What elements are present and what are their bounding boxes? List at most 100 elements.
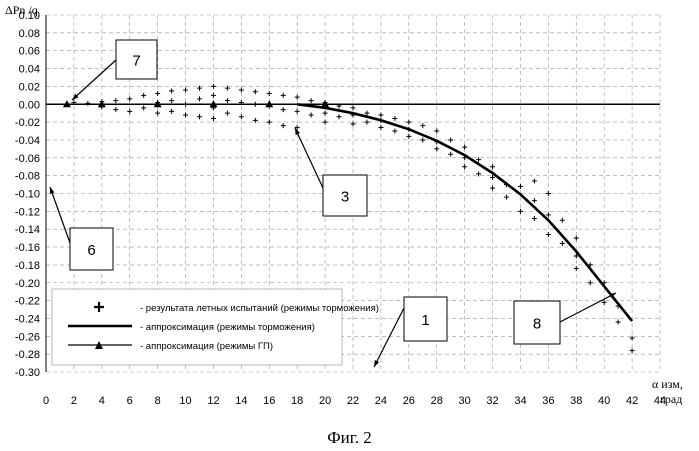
data-point — [420, 137, 425, 142]
data-point — [560, 218, 565, 223]
legend-label: - результата летных испытаний (режимы то… — [140, 303, 379, 314]
data-point — [574, 236, 579, 241]
x-tick-label: 32 — [486, 395, 498, 407]
data-point — [211, 84, 216, 89]
data-point — [448, 152, 453, 157]
x-tick-labels: 0246810121416182022242628303234363840424… — [43, 395, 666, 407]
y-axis-title: ΔPn /q — [5, 3, 38, 17]
y-tick-label: -0.26 — [15, 331, 40, 343]
data-point — [169, 109, 174, 114]
data-point — [169, 88, 174, 93]
data-point — [406, 134, 411, 139]
data-point — [127, 96, 132, 101]
data-point — [574, 266, 579, 271]
data-point — [337, 114, 342, 119]
data-point — [406, 120, 411, 125]
callout-leader — [560, 293, 616, 322]
callout-label: 3 — [341, 189, 349, 206]
x-tick-label: 38 — [570, 395, 582, 407]
y-tick-label: -0.10 — [15, 189, 40, 201]
data-point — [616, 320, 621, 325]
data-point — [518, 209, 523, 214]
y-tick-label: -0.14 — [15, 224, 40, 236]
y-tick-label: 0.06 — [19, 46, 40, 58]
data-point — [239, 87, 244, 92]
data-point — [323, 111, 328, 116]
callout-arrowhead — [50, 187, 55, 194]
data-point — [546, 191, 551, 196]
data-point — [532, 216, 537, 221]
data-point — [281, 107, 286, 112]
data-point — [155, 111, 160, 116]
y-tick-label: -0.02 — [15, 117, 40, 129]
x-tick-label: 6 — [127, 395, 133, 407]
x-tick-label: 30 — [459, 395, 471, 407]
y-tick-label: 0.08 — [19, 28, 40, 40]
x-tick-label: 26 — [403, 395, 415, 407]
data-point — [462, 164, 467, 169]
callout-leader — [50, 187, 70, 243]
legend: - результата летных испытаний (режимы то… — [52, 289, 379, 365]
y-tick-label: -0.08 — [15, 171, 40, 183]
data-point — [560, 241, 565, 246]
data-point — [309, 98, 314, 103]
data-point — [309, 112, 314, 117]
x-tick-label: 14 — [235, 395, 247, 407]
y-tick-label: -0.16 — [15, 242, 40, 254]
data-point — [490, 164, 495, 169]
data-point — [141, 105, 146, 110]
y-tick-label: -0.04 — [15, 135, 40, 147]
data-point — [183, 87, 188, 92]
data-point — [281, 93, 286, 98]
x-axis-title-unit: град — [660, 392, 682, 406]
y-tick-label: 0.00 — [19, 99, 40, 111]
x-tick-label: 34 — [514, 395, 526, 407]
x-tick-label: 22 — [347, 395, 359, 407]
data-point — [518, 184, 523, 189]
data-point — [434, 129, 439, 134]
data-point — [323, 120, 328, 125]
y-tick-label: -0.20 — [15, 278, 40, 290]
data-point — [295, 109, 300, 114]
data-point — [281, 123, 286, 128]
data-point — [434, 146, 439, 151]
x-axis-title: α изм, — [652, 377, 683, 391]
y-tick-label: 0.04 — [19, 64, 40, 76]
data-point — [239, 114, 244, 119]
data-point — [85, 101, 90, 106]
data-point — [113, 98, 118, 103]
y-tick-label: -0.22 — [15, 296, 40, 308]
data-point — [267, 91, 272, 96]
callout-label: 6 — [87, 242, 95, 259]
data-point — [392, 116, 397, 121]
callout-label: 1 — [421, 312, 429, 329]
callout-leader — [374, 308, 404, 367]
data-point — [532, 198, 537, 203]
data-point — [183, 112, 188, 117]
data-point — [141, 93, 146, 98]
x-tick-label: 10 — [179, 395, 191, 407]
data-point — [225, 111, 230, 116]
y-tick-label: 0.02 — [19, 81, 40, 93]
data-point — [155, 91, 160, 96]
x-tick-label: 36 — [542, 395, 554, 407]
x-tick-label: 20 — [319, 395, 331, 407]
x-tick-label: 4 — [99, 395, 105, 407]
data-point — [392, 129, 397, 134]
y-tick-label: -0.06 — [15, 153, 40, 165]
x-tick-label: 42 — [626, 395, 638, 407]
x-tick-label: 28 — [431, 395, 443, 407]
data-point — [490, 186, 495, 191]
callout-arrowhead — [374, 360, 379, 367]
data-point — [211, 93, 216, 98]
figure-caption: Фиг. 2 — [0, 428, 699, 448]
data-point — [197, 114, 202, 119]
x-tick-label: 2 — [71, 395, 77, 407]
x-tick-label: 16 — [263, 395, 275, 407]
y-tick-label: -0.12 — [15, 206, 40, 218]
data-point — [267, 120, 272, 125]
y-tick-label: -0.30 — [15, 367, 40, 379]
legend-label: - аппроксимация (режимы торможения) — [140, 322, 315, 333]
data-point — [211, 116, 216, 121]
